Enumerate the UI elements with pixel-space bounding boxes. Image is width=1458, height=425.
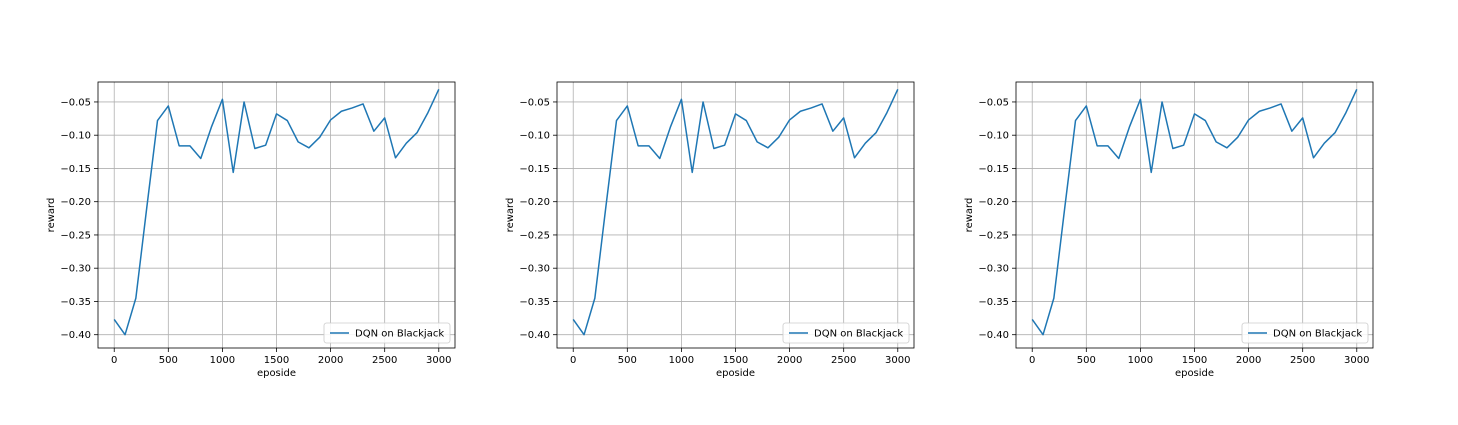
series-line: [572, 88, 899, 336]
x-tick-label: 2000: [1236, 355, 1261, 366]
y-tick-label: −0.20: [519, 197, 550, 208]
x-tick-label: 500: [618, 355, 637, 366]
legend-box: [323, 322, 451, 344]
x-axis-title: eposide: [257, 368, 296, 379]
y-axis-title: reward: [505, 198, 516, 233]
series-line: [1031, 88, 1358, 336]
chart-panel-1: 0 500 1000 1500 2000 2500 3000 −0.40 −0.35 −0.30 −…: [46, 81, 456, 379]
y-axis-title: reward: [46, 198, 57, 233]
y-tick-label: −0.30: [519, 264, 550, 275]
x-tick-label: 2500: [1290, 355, 1315, 366]
legend: DQN on Blackjack: [782, 322, 910, 344]
y-tick-label: −0.05: [60, 97, 91, 108]
y-tick-label: −0.10: [978, 131, 1009, 142]
y-tick-label: −0.30: [978, 264, 1009, 275]
y-tick-label: −0.25: [60, 230, 91, 241]
legend-box: [1241, 322, 1369, 344]
x-axis-title: eposide: [716, 368, 755, 379]
x-tick-label: 0: [111, 355, 117, 366]
y-tick-label: −0.15: [60, 164, 91, 175]
x-tick-label: 2000: [318, 355, 343, 366]
x-tick-label: 1000: [669, 355, 694, 366]
x-tick-label: 2500: [831, 355, 856, 366]
x-tick-label: 0: [570, 355, 576, 366]
x-tick-label: 500: [159, 355, 178, 366]
x-tick-label: 3000: [885, 355, 910, 366]
chart-panel-3: 0 500 1000 1500 2000 2500 3000 −0.40 −0.35 −0.30 −…: [964, 81, 1374, 379]
y-tick-label: −0.35: [60, 297, 91, 308]
y-tick-label: −0.05: [519, 97, 550, 108]
x-tick-label: 3000: [1344, 355, 1369, 366]
x-tick-label: 1500: [723, 355, 748, 366]
legend-label: DQN on Blackjack: [355, 329, 444, 340]
x-tick-label: 0: [1029, 355, 1035, 366]
y-axis-title: reward: [964, 198, 975, 233]
y-tick-label: −0.30: [60, 264, 91, 275]
chart-panel-2: 0 500 1000 1500 2000 2500 3000 −0.40 −0.35 −0.30 −…: [505, 81, 915, 379]
legend-label: DQN on Blackjack: [1273, 329, 1362, 340]
y-tick-label: −0.20: [978, 197, 1009, 208]
series-line: [113, 88, 440, 336]
y-tick-label: −0.40: [60, 330, 91, 341]
y-tick-label: −0.10: [519, 131, 550, 142]
x-tick-label: 1500: [1182, 355, 1207, 366]
y-tick-label: −0.10: [60, 131, 91, 142]
y-tick-label: −0.40: [978, 330, 1009, 341]
x-tick-label: 1500: [264, 355, 289, 366]
y-tick-label: −0.25: [978, 230, 1009, 241]
legend-box: [782, 322, 910, 344]
x-tick-label: 1000: [210, 355, 235, 366]
y-tick-label: −0.20: [60, 197, 91, 208]
y-tick-label: −0.15: [519, 164, 550, 175]
y-tick-label: −0.40: [519, 330, 550, 341]
y-tick-label: −0.25: [519, 230, 550, 241]
legend: DQN on Blackjack: [323, 322, 451, 344]
x-tick-label: 2000: [777, 355, 802, 366]
y-tick-label: −0.35: [978, 297, 1009, 308]
x-tick-label: 500: [1077, 355, 1096, 366]
y-tick-label: −0.15: [978, 164, 1009, 175]
y-tick-label: −0.05: [978, 97, 1009, 108]
x-tick-label: 1000: [1128, 355, 1153, 366]
x-tick-label: 3000: [426, 355, 451, 366]
legend-label: DQN on Blackjack: [814, 329, 903, 340]
legend: DQN on Blackjack: [1241, 322, 1369, 344]
x-axis-title: eposide: [1175, 368, 1214, 379]
y-tick-label: −0.35: [519, 297, 550, 308]
x-tick-label: 2500: [372, 355, 397, 366]
